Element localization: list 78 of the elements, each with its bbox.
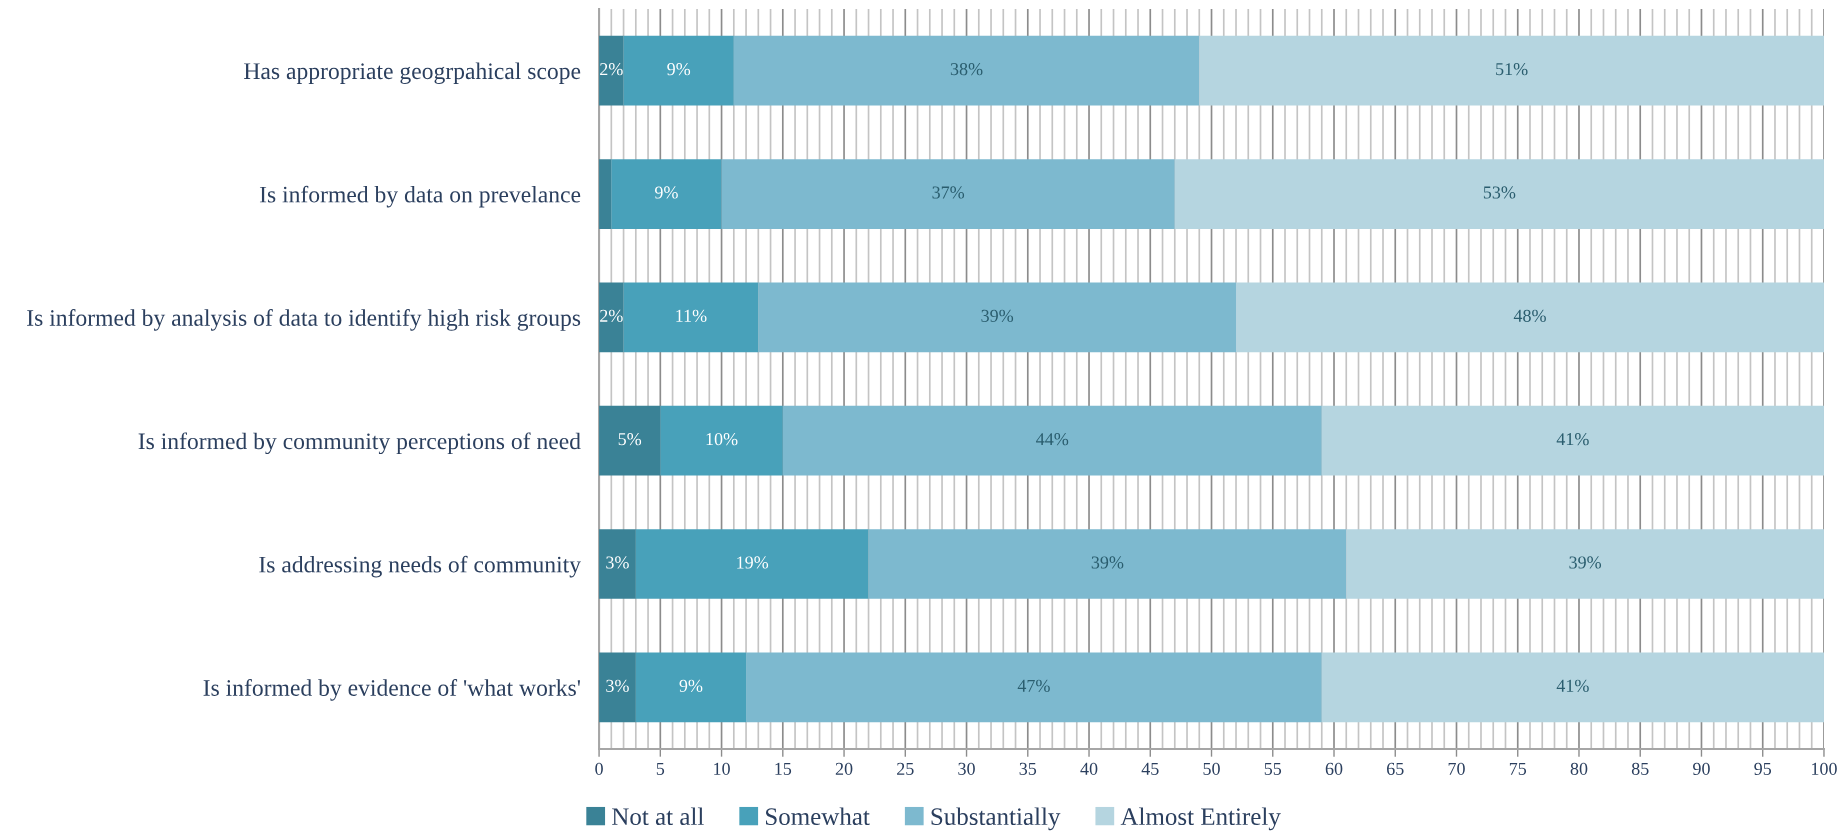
bar xyxy=(733,35,1200,106)
bar xyxy=(599,35,624,106)
x-tick-label: 100 xyxy=(1812,762,1837,775)
bar xyxy=(623,282,759,353)
data-label: 47% xyxy=(1017,679,1050,692)
bar xyxy=(1199,35,1824,106)
bar xyxy=(599,159,612,229)
y-tick-label: Is informed by data on prevelance xyxy=(259,185,581,208)
y-tick-label: Has appropriate geogrpahical scope xyxy=(244,62,581,84)
x-tick-label: 50 xyxy=(1203,762,1220,775)
bar xyxy=(868,529,1347,599)
x-tick-label: 0 xyxy=(595,762,603,775)
data-label: 3% xyxy=(606,679,629,692)
bar xyxy=(611,159,722,229)
data-label: 39% xyxy=(1091,556,1124,569)
x-tick-label: 30 xyxy=(958,762,975,775)
data-label: 11% xyxy=(676,309,707,322)
x-tick-label: 25 xyxy=(897,762,914,775)
x-tick-label: 5 xyxy=(656,762,665,775)
x-tick-label: 55 xyxy=(1264,762,1282,775)
data-label: 37% xyxy=(932,186,965,199)
x-tick-label: 35 xyxy=(1019,762,1037,775)
x-tick-label: 70 xyxy=(1448,762,1465,775)
legend-label: Somewhat xyxy=(766,807,870,826)
x-tick-label: 60 xyxy=(1325,762,1343,775)
data-label: 44% xyxy=(1036,433,1069,446)
bar xyxy=(1174,159,1824,229)
bar xyxy=(1346,529,1824,599)
data-label: 41% xyxy=(1556,679,1589,692)
x-tick-label: 10 xyxy=(714,762,730,775)
x-tick-label: 65 xyxy=(1387,762,1404,775)
x-tick-label: 95 xyxy=(1754,762,1772,775)
bar xyxy=(746,652,1322,723)
bar xyxy=(599,405,661,476)
bar xyxy=(599,282,624,353)
data-label: 48% xyxy=(1513,309,1546,322)
data-label: 9% xyxy=(679,679,703,692)
bar xyxy=(623,35,734,106)
legend-label: Substantially xyxy=(931,807,1061,831)
x-tick-label: 90 xyxy=(1693,762,1710,775)
bar xyxy=(721,159,1175,229)
x-tick-label: 20 xyxy=(835,762,853,775)
data-label: 9% xyxy=(667,63,691,76)
data-label: 10% xyxy=(706,433,738,446)
bar xyxy=(1321,405,1824,476)
data-label: 39% xyxy=(981,309,1014,322)
bar xyxy=(635,529,869,599)
x-tick-label: 15 xyxy=(775,762,792,775)
y-tick-label: Is informed by evidence of 'what works' xyxy=(203,679,581,701)
bar xyxy=(599,529,636,599)
y-tick-label: Is informed by community perceptions of need xyxy=(138,432,581,455)
x-tick-label: 75 xyxy=(1509,762,1527,775)
data-label: 51% xyxy=(1496,63,1528,76)
x-tick-label: 85 xyxy=(1631,762,1649,775)
data-label: 41% xyxy=(1556,433,1589,446)
bar xyxy=(599,652,636,723)
bar xyxy=(1236,282,1824,353)
bar xyxy=(660,405,783,476)
x-tick-label: 45 xyxy=(1141,762,1159,775)
data-label: 53% xyxy=(1483,186,1516,199)
data-label: 38% xyxy=(950,63,983,76)
data-label: 3% xyxy=(606,556,629,569)
data-label: 5% xyxy=(618,433,642,446)
bar xyxy=(758,282,1237,353)
y-tick-label: Is informed by analysis of data to identify high risk groups xyxy=(27,309,581,331)
data-label: 19% xyxy=(737,556,769,569)
x-tick-label: 80 xyxy=(1570,762,1588,775)
legend-label: Not at all xyxy=(612,807,704,826)
data-label: 2% xyxy=(600,309,623,322)
bar xyxy=(1321,652,1824,723)
y-tick-label: Is addressing needs of community xyxy=(259,555,581,578)
data-label: 9% xyxy=(654,186,678,199)
x-tick-label: 40 xyxy=(1080,762,1098,775)
data-label: 2% xyxy=(600,63,623,76)
bar xyxy=(782,405,1322,476)
legend-label: Almost Entirely xyxy=(1120,807,1281,831)
bar xyxy=(635,652,747,723)
data-label: 39% xyxy=(1569,556,1602,569)
